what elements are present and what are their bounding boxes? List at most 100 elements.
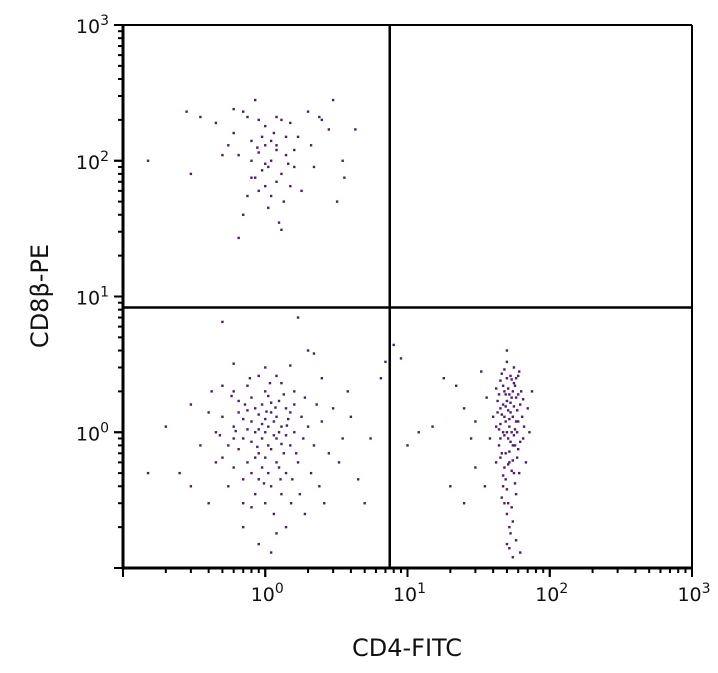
data-point	[242, 213, 245, 216]
data-point	[267, 206, 270, 210]
data-point	[242, 110, 245, 113]
data-point	[275, 532, 278, 535]
data-point	[500, 496, 503, 499]
data-point	[488, 437, 492, 440]
data-point	[254, 456, 257, 459]
data-point	[303, 512, 307, 516]
data-point	[277, 431, 281, 434]
data-point	[294, 452, 298, 455]
data-point	[269, 401, 273, 404]
data-point	[514, 420, 518, 423]
data-point	[250, 471, 253, 475]
data-point	[369, 437, 372, 440]
data-point	[296, 461, 300, 464]
data-point	[257, 189, 260, 193]
data-point	[291, 478, 294, 481]
data-point	[504, 405, 507, 408]
data-point	[289, 121, 292, 125]
data-point	[272, 131, 276, 135]
data-point	[218, 434, 222, 437]
data-point	[320, 420, 324, 423]
data-point	[257, 413, 260, 416]
y-axis-title: CD8β-PE	[26, 244, 54, 348]
data-point	[269, 551, 273, 554]
data-point	[503, 390, 506, 393]
data-point	[267, 165, 270, 169]
data-point	[349, 415, 353, 418]
data-point	[341, 437, 344, 440]
data-point	[509, 401, 512, 404]
data-point	[505, 431, 509, 434]
data-point	[320, 377, 324, 380]
data-point	[254, 176, 257, 179]
data-point	[284, 525, 288, 529]
data-point	[260, 422, 264, 426]
data-point	[264, 144, 267, 147]
data-point	[315, 403, 318, 406]
data-point	[499, 437, 502, 440]
data-point	[280, 425, 283, 428]
data-point	[462, 407, 466, 410]
data-point	[303, 396, 307, 399]
data-point	[246, 115, 249, 119]
data-point	[501, 431, 505, 434]
axes: 100 101 102 103 100 101 102 103	[76, 13, 711, 606]
data-point	[521, 437, 525, 440]
data-point	[512, 405, 516, 408]
data-point	[285, 424, 289, 427]
data-point	[503, 415, 506, 418]
data-point	[280, 172, 283, 176]
data-point	[442, 377, 446, 380]
data-point	[257, 452, 260, 455]
data-point	[293, 148, 296, 152]
data-point	[287, 417, 290, 421]
data-point	[511, 444, 515, 447]
data-point	[514, 539, 518, 542]
y-tick-label: 102	[76, 149, 109, 174]
x-tick-label: 103	[677, 581, 710, 606]
data-point	[280, 118, 283, 122]
data-point	[306, 425, 310, 428]
data-point	[501, 474, 505, 477]
data-point	[214, 461, 218, 464]
data-point	[480, 370, 483, 373]
x-tick-label: 101	[393, 581, 426, 606]
data-point	[264, 390, 267, 393]
data-point	[269, 159, 273, 162]
data-point	[287, 162, 290, 165]
data-point	[327, 128, 331, 131]
data-point	[250, 420, 253, 423]
data-point	[335, 200, 339, 203]
data-point	[526, 407, 529, 410]
data-point	[346, 390, 349, 393]
data-point	[267, 425, 270, 428]
data-point	[146, 471, 150, 475]
data-point	[513, 428, 517, 431]
data-point	[508, 425, 511, 428]
data-point	[262, 482, 266, 485]
data-point	[250, 440, 253, 444]
data-point	[515, 431, 519, 434]
data-point	[232, 466, 235, 469]
data-point	[501, 384, 505, 387]
data-point	[242, 437, 245, 440]
data-point	[242, 502, 245, 505]
data-point	[272, 512, 276, 516]
data-point	[455, 384, 458, 387]
data-point	[256, 445, 259, 449]
data-point	[510, 431, 513, 434]
data-point	[296, 316, 300, 319]
data-point	[250, 176, 253, 179]
data-point	[232, 107, 235, 111]
data-point	[254, 431, 257, 434]
data-point	[146, 159, 150, 162]
data-point	[323, 502, 326, 505]
data-point	[504, 478, 507, 481]
data-point	[280, 442, 283, 446]
data-point	[508, 417, 511, 421]
data-point	[515, 456, 519, 459]
data-point	[504, 452, 507, 455]
data-point	[298, 492, 302, 496]
x-tick-label: 100	[251, 581, 284, 606]
